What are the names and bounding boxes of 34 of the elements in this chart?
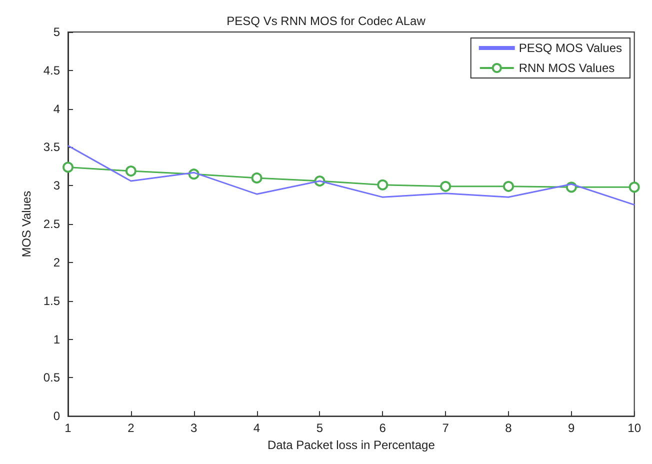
x-tick-label: 6 (379, 421, 386, 436)
y-axis-title: MOS Values (19, 190, 34, 258)
x-tick-label: 1 (64, 421, 72, 436)
point (628, 182, 640, 193)
point (62, 162, 74, 173)
y-tick-label: 1 (53, 332, 60, 346)
y-tick-label: 5 (53, 25, 60, 39)
y-tick-label: 3 (53, 178, 60, 193)
chart-title: PESQ Vs RNN MOS for Codec ALaw (226, 14, 426, 28)
x-tick-label: 5 (316, 421, 324, 436)
y-tick-label: 0.5 (43, 370, 60, 385)
y-tick-label: 4 (53, 102, 60, 116)
legend-label: PESQ MOS Values (518, 41, 622, 55)
x-tick-label: 7 (442, 421, 450, 436)
y-tick-label: 1.5 (43, 294, 60, 308)
point (125, 166, 136, 177)
x-tick-label: 8 (505, 421, 512, 436)
point (440, 180, 452, 192)
x-tick-label: 2 (128, 421, 135, 436)
x-tick-label: 9 (568, 421, 576, 436)
x-tick-label: 3 (190, 421, 198, 436)
point (502, 180, 514, 192)
x-tick-label: 10 (628, 421, 642, 436)
y-tick-label: 4.5 (43, 63, 60, 78)
x-tick-label: 4 (253, 421, 260, 436)
x-axis-title: Data Packet loss in Percentage (267, 438, 436, 452)
y-tick-label: 2.5 (43, 217, 60, 232)
point (251, 172, 262, 184)
point (377, 179, 388, 190)
y-tick-label: 3.5 (43, 140, 60, 154)
line-series (67, 144, 636, 206)
legend-label: RNN MOS Values (518, 61, 615, 75)
y-tick-label: 2 (53, 255, 60, 270)
y-tick-label: 0 (53, 409, 60, 424)
